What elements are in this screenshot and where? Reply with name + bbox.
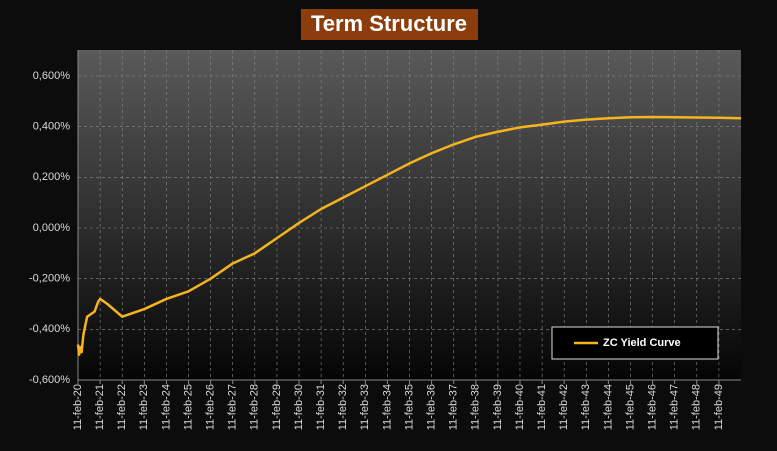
y-tick-label: 0,200%	[33, 171, 71, 183]
x-tick-label: 11-feb-33	[359, 384, 371, 430]
x-tick-label: 11-feb-22	[116, 384, 128, 430]
x-tick-label: 11-feb-38	[470, 384, 482, 430]
line	[76, 115, 742, 356]
x-tick-label: 11-feb-28	[249, 384, 261, 430]
chart-title: Term Structure	[311, 11, 467, 36]
x-tick-label: 11-feb-39	[492, 384, 504, 430]
x-tick-label: 11-feb-20	[72, 384, 84, 430]
y-tick-label: 0,000%	[33, 222, 71, 234]
x-tick-label: 11-feb-29	[271, 384, 283, 430]
x-tick-label: 11-feb-31	[315, 384, 327, 430]
legend-label: ZC Yield Curve	[603, 337, 681, 349]
y-tick-label: 0,600%	[33, 70, 71, 82]
x-tick-label: 11-feb-46	[647, 384, 659, 430]
y-tick-label: -0,200%	[29, 273, 70, 285]
y-tick-label: -0,600%	[29, 374, 70, 386]
x-tick-label: 11-feb-40	[514, 384, 526, 430]
x-tick-label: 11-feb-44	[602, 384, 614, 430]
x-tick-label: 11-feb-43	[580, 384, 592, 430]
x-tick-label: 11-feb-35	[403, 384, 415, 430]
x-tick-label: 11-feb-41	[536, 384, 548, 430]
x-tick-label: 11-feb-49	[713, 384, 725, 430]
x-tick-label: 11-feb-32	[337, 384, 349, 430]
x-tick-label: 11-feb-37	[448, 384, 460, 430]
x-tick-label: 11-feb-42	[558, 384, 570, 430]
x-tick-label: 11-feb-30	[293, 384, 305, 430]
x-tick-label: 11-feb-27	[227, 384, 239, 430]
x-tick-label: 11-feb-47	[669, 384, 681, 430]
x-tick-label: 11-feb-48	[691, 384, 703, 430]
x-tick-label: 11-feb-25	[182, 384, 194, 430]
x-tick-label: 11-feb-23	[138, 384, 150, 430]
x-tick-label: 11-feb-26	[205, 384, 217, 430]
y-tick-label: -0,400%	[29, 323, 70, 335]
x-tick-label: 11-feb-36	[425, 384, 437, 430]
y-tick-label: 0,400%	[33, 121, 71, 133]
x-tick-label: 11-feb-34	[381, 384, 393, 430]
title-box	[301, 9, 478, 40]
x-tick-label: 11-feb-24	[160, 384, 172, 430]
x-tick-label: 11-feb-21	[94, 384, 106, 430]
x-tick-label: 11-feb-45	[624, 384, 636, 430]
